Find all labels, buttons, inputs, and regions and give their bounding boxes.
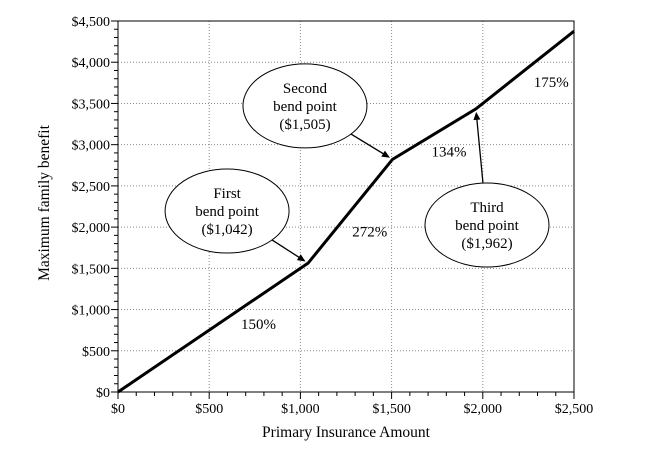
annotation-ellipse: [424, 182, 550, 268]
annotation-text: bend point: [273, 99, 338, 115]
x-tick-label: $500: [195, 402, 223, 417]
x-tick-label: $2,000: [464, 402, 503, 417]
annotation-text: ($1,962): [461, 236, 512, 252]
y-tick-label: $4,500: [72, 15, 111, 30]
plot-frame: [117, 20, 575, 393]
y-tick-label: $0: [96, 386, 110, 401]
annotation-arrow-shaft: [271, 239, 302, 260]
y-tick-label: $3,000: [72, 139, 111, 154]
x-tick-label: $1,000: [281, 402, 320, 417]
annotation-arrow-shaft: [350, 133, 387, 156]
y-tick-label: $1,000: [72, 304, 111, 319]
y-tick-label: $2,000: [72, 221, 111, 236]
y-axis-title: Maximum family benefit: [36, 125, 53, 281]
segment-rate-label: 175%: [534, 75, 569, 91]
x-axis-title: Primary Insurance Amount: [262, 424, 430, 441]
benefit-line: [117, 30, 575, 394]
y-tick-label: $2,500: [72, 180, 111, 195]
annotation-arrowhead: [296, 254, 306, 262]
x-tick-label: $1,500: [372, 402, 411, 417]
annotation-text: bend point: [455, 218, 520, 234]
segment-rate-label: 272%: [352, 225, 387, 241]
segment-rate-label: 150%: [241, 317, 276, 333]
annotation-text: First: [213, 186, 241, 202]
y-tick-label: $500: [82, 345, 110, 360]
y-tick-label: $1,500: [72, 262, 111, 277]
annotation-text: Third: [470, 200, 504, 216]
annotation-arrowhead: [473, 111, 481, 121]
annotation-text: ($1,505): [279, 117, 330, 133]
annotation-ellipse: [164, 168, 290, 254]
y-tick-label: $3,500: [72, 97, 111, 112]
y-tick-label: $4,000: [72, 56, 111, 71]
x-tick-label: $2,500: [555, 402, 594, 417]
annotation-arrowhead: [381, 150, 390, 158]
annotation-ellipse: [242, 63, 368, 149]
x-tick-label: $0: [111, 402, 125, 417]
annotation-text: bend point: [195, 204, 260, 220]
annotation-arrow-shaft: [475, 116, 484, 184]
annotation-text: ($1,042): [201, 222, 252, 238]
annotation-text: Second: [283, 81, 328, 97]
segment-rate-label: 134%: [432, 144, 467, 160]
